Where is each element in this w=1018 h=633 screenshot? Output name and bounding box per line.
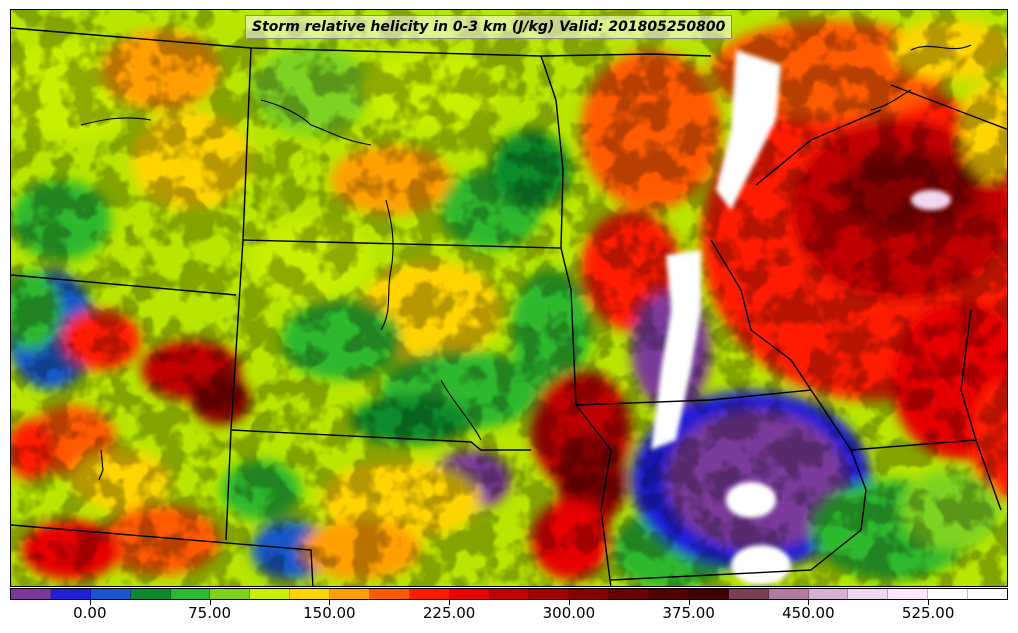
colorbar-segment (250, 589, 291, 599)
colorbar-segment (768, 589, 809, 599)
colorbar-segment (529, 589, 570, 599)
colorbar-tick (209, 600, 211, 605)
colorbar-segment (609, 589, 649, 599)
colorbar-tick-label: 225.00 (422, 604, 476, 622)
colorbar-segment (330, 589, 370, 599)
colorbar-segment (90, 589, 131, 599)
colorbar-segment (170, 589, 211, 599)
colorbar-tick (449, 600, 451, 605)
colorbar-tick (89, 600, 91, 605)
colorbar-tick (808, 600, 810, 605)
colorbar-segment (688, 589, 729, 599)
colorbar-segment (489, 589, 530, 599)
map-title: Storm relative helicity in 0-3 km (J/kg)… (245, 15, 733, 39)
colorbar-segment (968, 589, 1007, 599)
colorbar-tick-label: 75.00 (188, 604, 232, 622)
colorbar-segment (50, 589, 91, 599)
colorbar-tick-label: 150.00 (303, 604, 356, 622)
colorbar-segment (11, 589, 51, 599)
colorbar-segment (728, 589, 769, 599)
colorbar-segment (649, 589, 689, 599)
colorbar-tick-label: 375.00 (662, 604, 715, 622)
colorbar-segment (409, 589, 450, 599)
helicity-map (10, 9, 1008, 587)
colorbar-segment (569, 589, 610, 599)
colorbar-ticks: 0.00 75.00 150.00 225.00 300.00 375.00 450.00 5… (10, 600, 1008, 630)
colorbar-segment (290, 589, 330, 599)
colorbar-tick-label: 300.00 (542, 604, 596, 622)
colorbar-tick-label: 525.00 (901, 604, 955, 622)
colorbar-tick (928, 600, 930, 605)
colorbar-segment (808, 589, 849, 599)
colorbar-segment (888, 589, 929, 599)
colorbar-segment (928, 589, 968, 599)
colorbar-tick (688, 600, 690, 605)
state-boundaries (11, 27, 1007, 586)
colorbar-segment (369, 589, 410, 599)
map-canvas (11, 10, 1007, 586)
colorbar-segment (848, 589, 889, 599)
colorbar (10, 588, 1008, 600)
colorbar-tick-label: 0.00 (73, 604, 107, 622)
colorbar-segment (210, 589, 251, 599)
high-helicity-zones (651, 50, 951, 585)
colorbar-tick (568, 600, 570, 605)
colorbar-segment (130, 589, 171, 599)
rivers-lakes (80, 44, 972, 481)
colorbar-tick-label: 450.00 (782, 604, 835, 622)
colorbar-tick (329, 600, 331, 605)
colorbar-segment (449, 589, 490, 599)
